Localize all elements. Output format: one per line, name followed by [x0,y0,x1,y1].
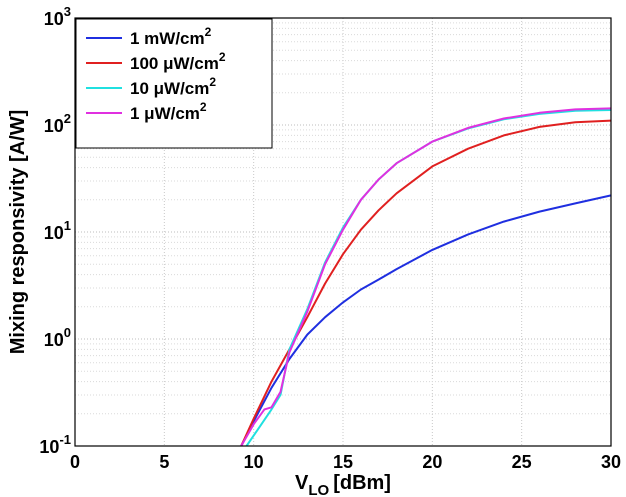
legend-label: 10 μW/cm2 [130,75,216,98]
legend-label: 1 mW/cm2 [130,25,212,48]
x-tick-labels: 0 5 10 15 20 25 30 [70,452,621,472]
plot-frame [74,17,612,447]
legend-label: 1 μW/cm2 [130,100,207,123]
x-axis-label-main: V [295,472,309,494]
x-axis-label: VLO [dBm] [295,472,391,497]
legend-label: 100 μW/cm2 [130,50,226,73]
grid [74,18,612,447]
y-tick-label: 102 [44,111,71,136]
y-axis-label: Mixing responsivity [A/W] [7,110,29,354]
x-axis-label-unit: [dBm] [333,472,391,494]
x-tick-label: 25 [512,452,532,472]
x-tick-label: 10 [244,452,264,472]
y-tick-label: 10-1 [39,432,71,457]
series-line [240,119,612,447]
x-tick-label: 30 [601,452,621,472]
series-line [240,107,612,447]
y-tick-label: 100 [44,325,71,350]
x-axis-label-sub: LO [308,482,329,497]
legend-box [75,18,273,149]
series-lines [240,107,612,447]
x-tick-label: 15 [333,452,353,472]
x-tick-label: 20 [422,452,442,472]
y-tick-label: 101 [44,218,71,243]
y-tick-labels: 10-1 100 101 102 103 [39,4,71,457]
series-line [240,194,612,447]
x-tick-label: 5 [159,452,169,472]
y-tick-label: 103 [44,4,71,29]
x-tick-label: 0 [70,452,80,472]
